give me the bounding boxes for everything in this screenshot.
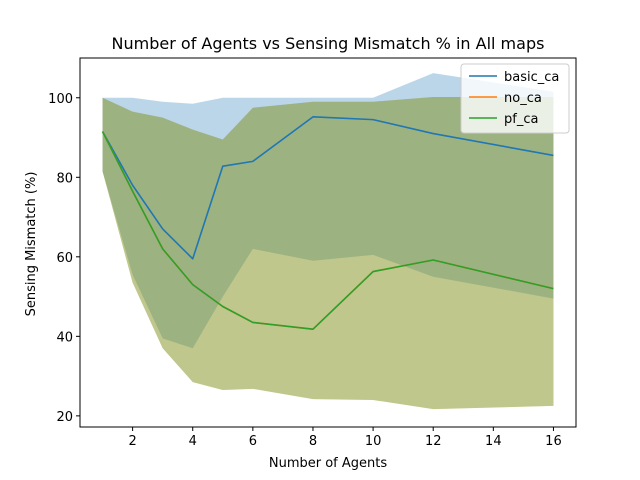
series-lines xyxy=(101,116,554,330)
y-tick-label: 80 xyxy=(56,171,73,186)
basic_ca-line xyxy=(101,116,554,260)
x-tick-label: 2 xyxy=(128,434,136,449)
y-tick-label: 20 xyxy=(56,410,73,425)
x-axis-ticks: 2 4 6 8 10 12 14 16 xyxy=(128,427,562,449)
y-axis-label: Sensing Mismatch (%) xyxy=(24,172,39,317)
y-axis-ticks: 20 40 60 80 100 xyxy=(48,92,80,425)
x-tick-label: 4 xyxy=(189,434,197,449)
plot-frame xyxy=(79,57,577,428)
x-axis-label: Number of Agents xyxy=(269,456,387,471)
y-tick-label: 60 xyxy=(56,251,73,266)
basic_ca-band xyxy=(102,73,554,349)
x-tick-label: 12 xyxy=(425,434,442,449)
y-tick-label: 40 xyxy=(56,330,73,345)
y-tick-label: 100 xyxy=(48,92,73,107)
legend-label-no_ca: no_ca xyxy=(504,91,542,106)
x-tick-label: 6 xyxy=(249,434,257,449)
legend: basic_ca no_ca pf_ca xyxy=(460,63,570,134)
x-tick-label: 14 xyxy=(485,434,502,449)
chart-title: Number of Agents vs Sensing Mismatch % i… xyxy=(112,34,545,53)
x-tick-label: 16 xyxy=(545,434,562,449)
x-tick-label: 8 xyxy=(309,434,317,449)
legend-box xyxy=(460,63,570,134)
legend-label-basic_ca: basic_ca xyxy=(504,70,559,85)
legend-label-pf_ca: pf_ca xyxy=(504,112,538,127)
confidence-bands xyxy=(102,73,554,410)
pf_ca-band xyxy=(102,96,554,410)
x-tick-label: 10 xyxy=(365,434,382,449)
no_ca-band xyxy=(102,96,554,410)
pf_ca-line xyxy=(101,131,554,330)
